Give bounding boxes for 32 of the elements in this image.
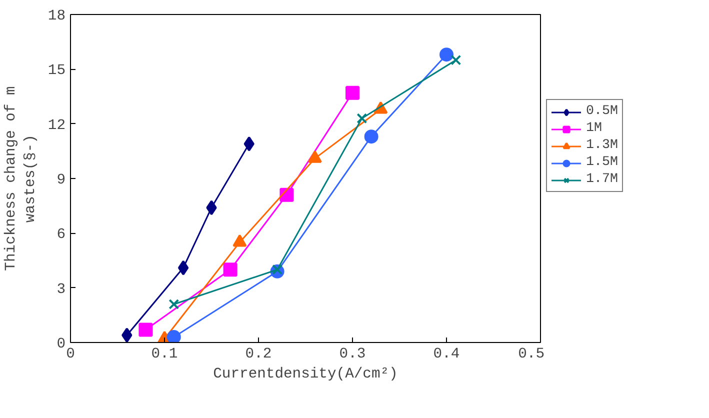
legend-label: 1.7M — [586, 172, 618, 187]
point — [346, 86, 360, 100]
x-tick-label: 0.3 — [339, 346, 366, 362]
point — [166, 330, 181, 342]
point — [223, 262, 238, 277]
point — [138, 322, 153, 337]
x-tick-label: 0.2 — [245, 346, 272, 362]
y-tick-label: 9 — [56, 172, 66, 188]
x-axis-title: Currentdensity(A/cm²) — [213, 366, 398, 382]
x-tick-label: 0.4 — [433, 346, 460, 362]
point — [356, 113, 368, 124]
point — [206, 200, 217, 216]
y-tick-label: 6 — [56, 227, 66, 244]
legend-label: 1M — [586, 121, 603, 136]
legend-label: 0.5M — [586, 104, 618, 119]
y-tick-label: 15 — [48, 63, 66, 80]
point — [178, 260, 189, 276]
x-tick-label: 0.1 — [151, 346, 178, 362]
y-tick-label: 3 — [56, 282, 66, 298]
legend-label: 1.5M — [586, 155, 618, 170]
point — [168, 298, 180, 310]
point — [450, 54, 462, 66]
y-tick-label: 0 — [56, 336, 66, 352]
y-axis-title: Thickness change of m wastes(§-) — [4, 86, 39, 271]
y-tick-label: 12 — [48, 118, 66, 134]
legend-label: 1.3M — [586, 138, 618, 153]
point — [244, 136, 254, 152]
x-tick-label: 0.5 — [518, 346, 545, 362]
y-tick-label: 18 — [48, 8, 66, 24]
point — [122, 328, 132, 342]
point — [440, 48, 454, 62]
point — [364, 130, 378, 144]
